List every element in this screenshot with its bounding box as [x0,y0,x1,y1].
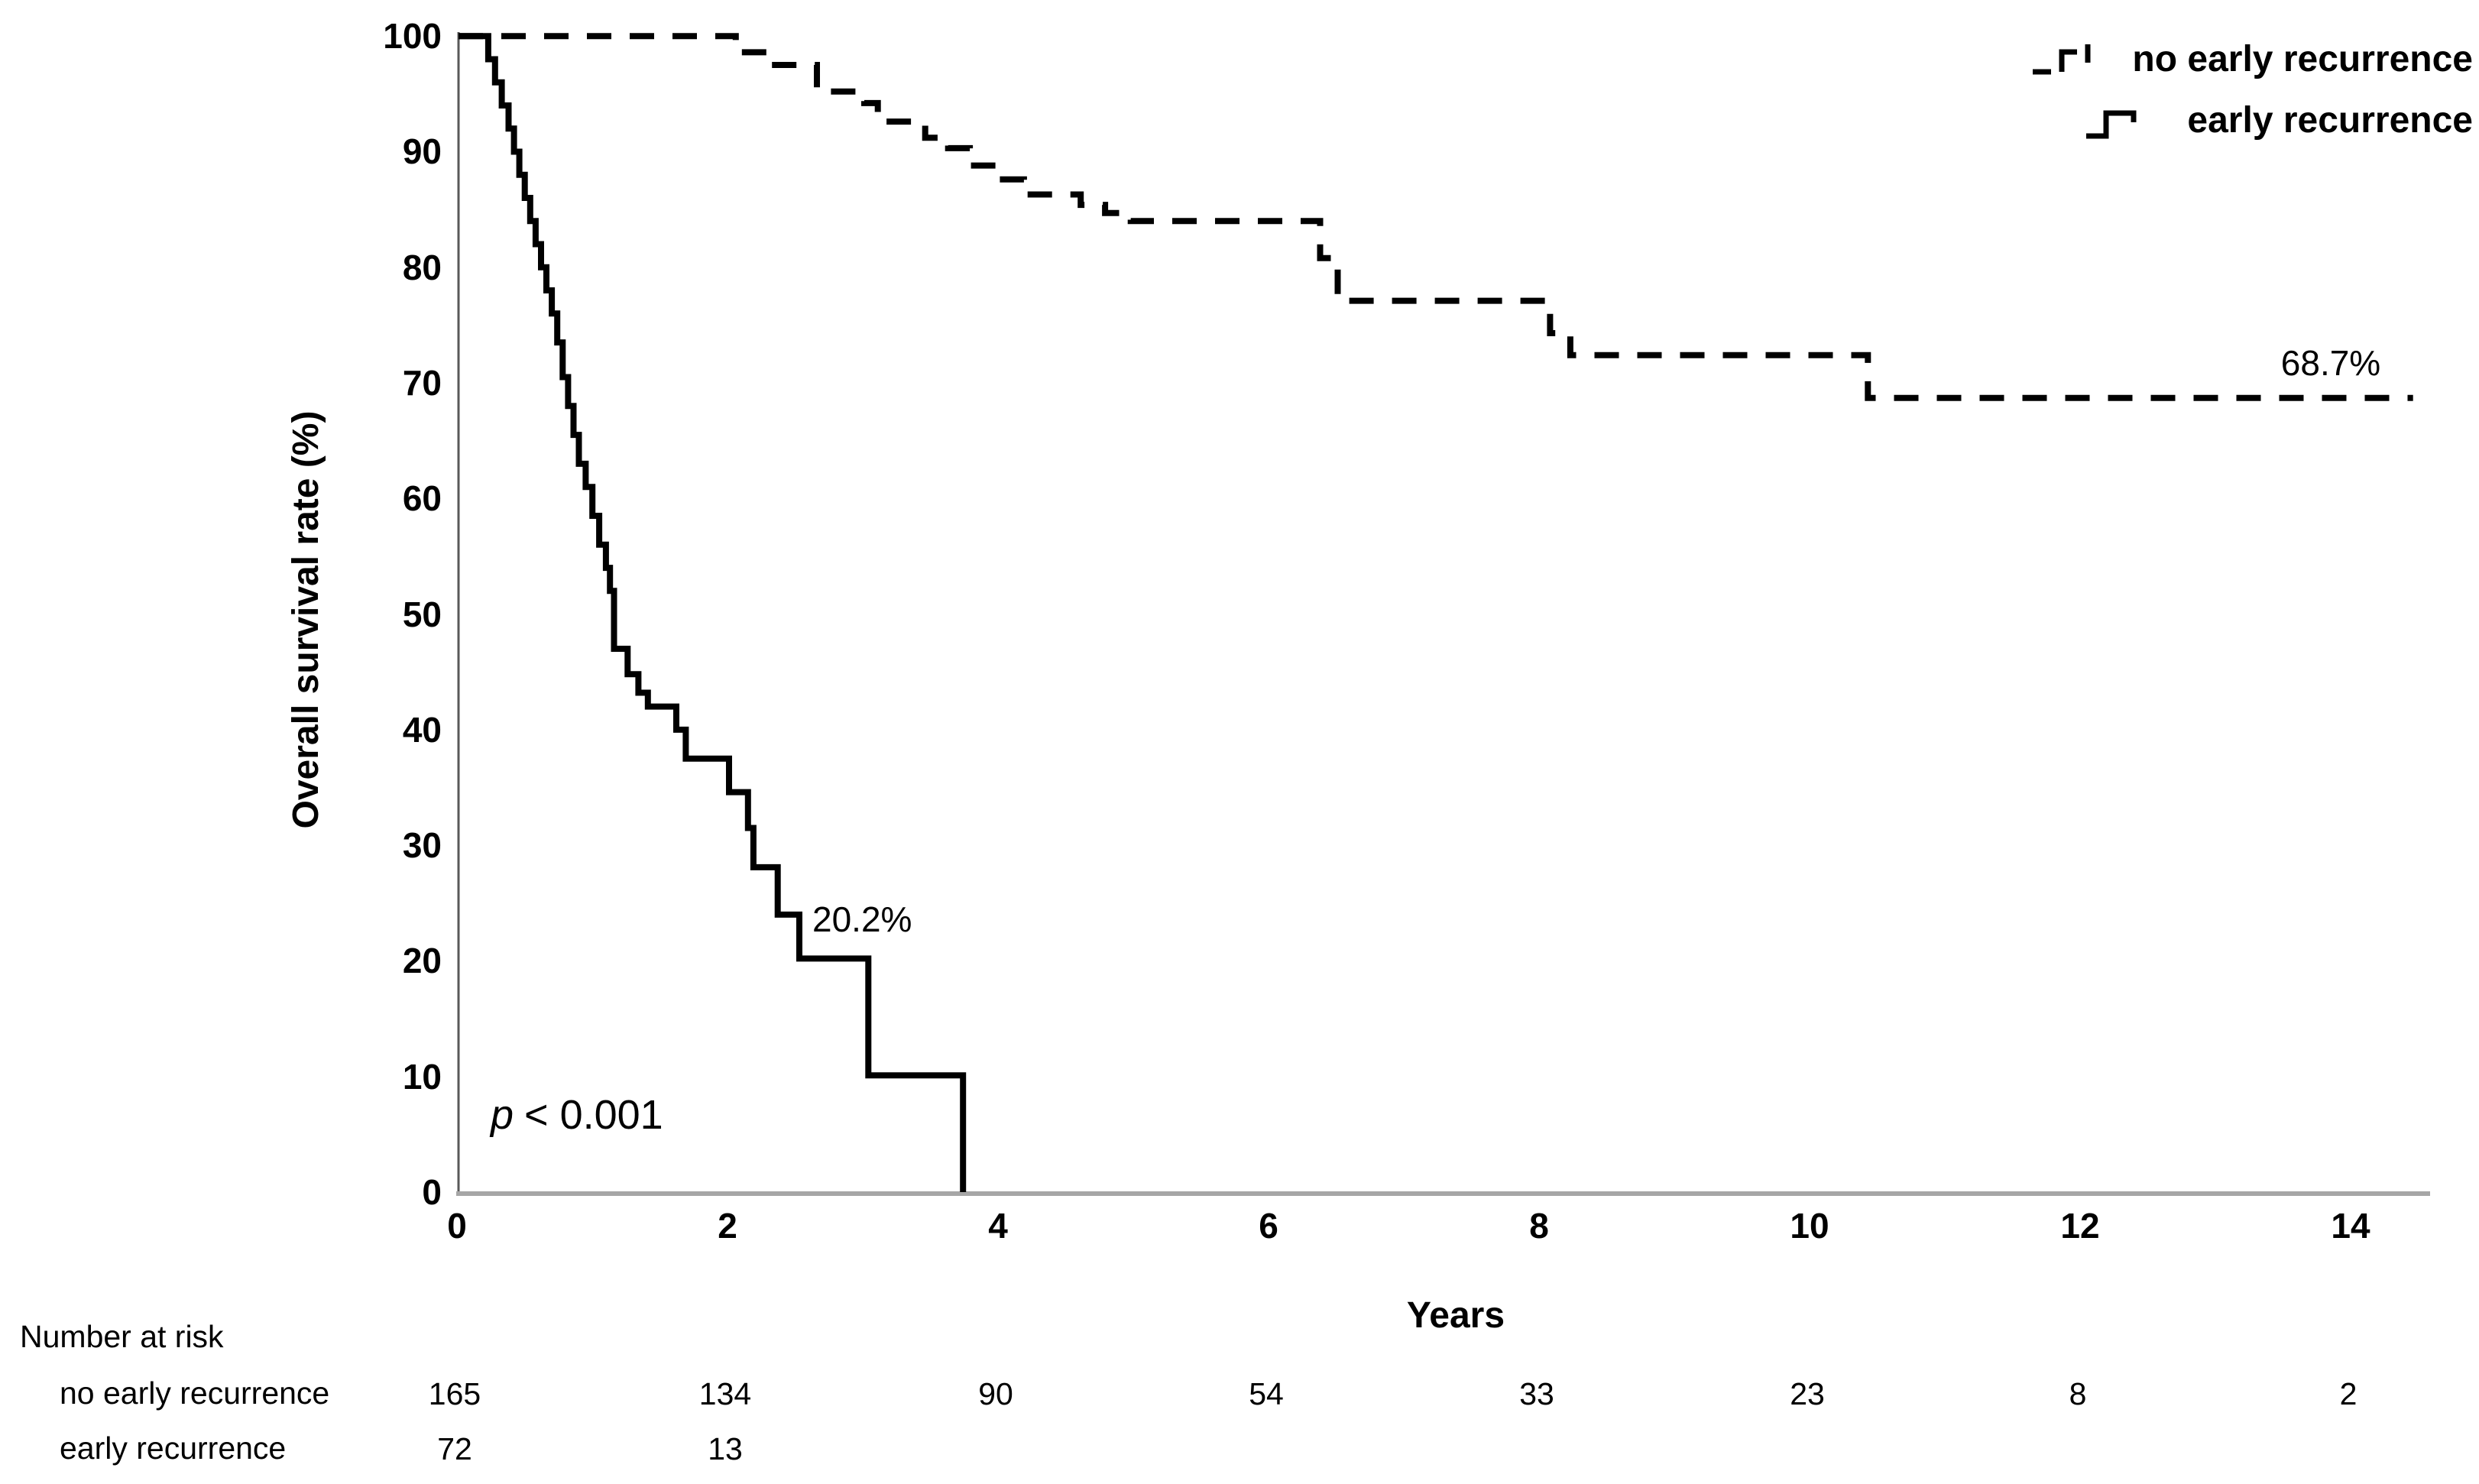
y-tick-label-90: 90 [402,131,442,172]
y-tick-label-30: 30 [402,825,442,866]
y-tick-label-40: 40 [402,709,442,750]
annotation-dashed-final-percent: 68.7% [2280,343,2381,383]
risk-count-row1-year0: 72 [437,1431,472,1466]
dashed-step-line-icon [2033,44,2091,75]
x-tick-label-4: 4 [988,1206,1008,1246]
legend: no early recurrence early recurrence [2028,34,2473,145]
y-tick-label-80: 80 [402,247,442,287]
y-tick-label-70: 70 [402,363,442,403]
p-value-comparison: < 0.001 [524,1092,663,1138]
risk-row-label: early recurrence [60,1431,287,1466]
number-at-risk-title: Number at risk [20,1319,224,1354]
legend-item-no-early-recurrence: no early recurrence [2028,34,2473,84]
x-tick-label-0: 0 [447,1206,467,1246]
y-tick-label-0: 0 [422,1172,442,1212]
risk-count-row0-year12: 8 [2069,1376,2087,1411]
y-tick-label-20: 20 [402,941,442,981]
y-axis-title: Overall survival rate (%) [286,410,326,829]
risk-count-row0-year4: 90 [978,1376,1013,1411]
x-tick-label-14: 14 [2331,1206,2370,1246]
legend-item-early-recurrence: early recurrence [2083,95,2473,145]
x-tick-label-2: 2 [718,1206,737,1246]
p-value-annotation: p < 0.001 [491,1091,663,1139]
y-tick-label-50: 50 [402,594,442,634]
risk-count-row0-year10: 23 [1790,1376,1825,1411]
x-tick-label-10: 10 [1790,1206,1829,1246]
risk-row-label: no early recurrence [60,1375,330,1411]
km-curve-no-early-recurrence [459,33,2413,401]
annotation-solid-final-percent: 20.2% [812,899,912,939]
x-tick-label-12: 12 [2060,1206,2100,1246]
risk-count-row1-year2: 13 [708,1431,743,1466]
x-axis-title: Years [1406,1295,1505,1336]
y-tick-label-60: 60 [402,478,442,519]
x-tick-label-6: 6 [1259,1206,1278,1246]
risk-count-row0-year2: 134 [698,1376,752,1411]
legend-label: early recurrence [2187,99,2473,141]
p-value-symbol: p [491,1092,514,1138]
km-curve-early-recurrence [459,33,967,1192]
solid-step-line-icon [2086,110,2137,139]
risk-count-row0-year6: 54 [1249,1376,1284,1411]
legend-label: no early recurrence [2132,38,2473,79]
risk-count-row0-year8: 33 [1519,1376,1554,1411]
y-tick-label-100: 100 [383,16,442,57]
y-tick-label-10: 10 [402,1056,442,1097]
risk-count-row0-year0: 165 [428,1376,481,1411]
x-tick-label-8: 8 [1529,1206,1549,1246]
risk-count-row0-year14: 2 [2339,1376,2357,1411]
